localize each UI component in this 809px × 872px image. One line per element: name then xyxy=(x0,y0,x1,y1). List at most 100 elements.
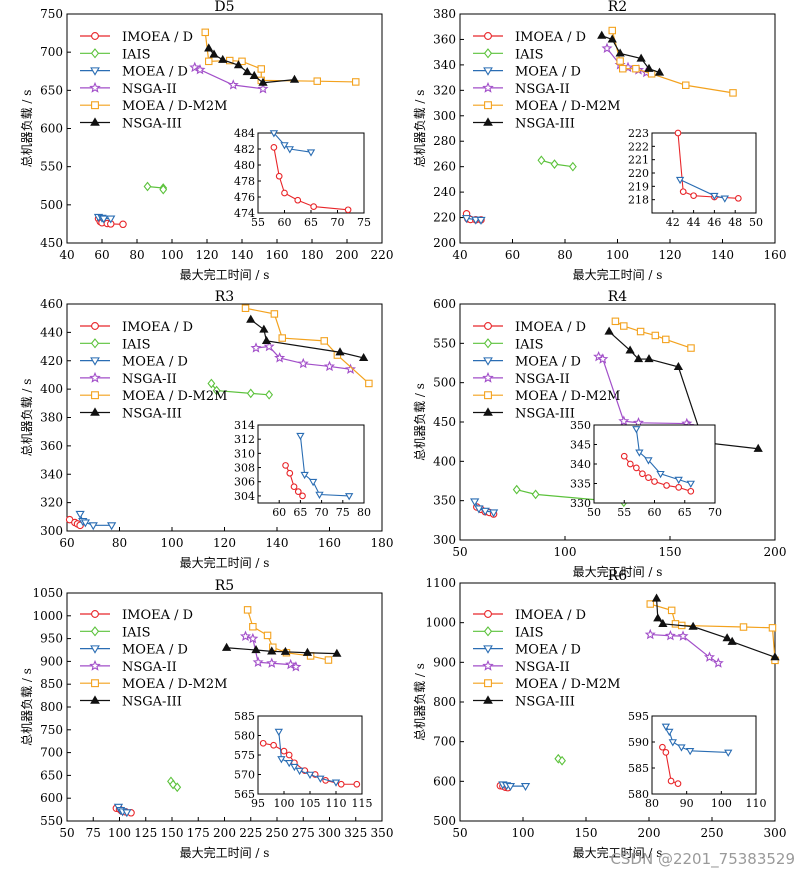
data-point xyxy=(159,184,168,195)
inset-data-point xyxy=(294,488,302,496)
legend-label: MOEA / D-M2M xyxy=(515,677,620,692)
inset-data-point xyxy=(720,195,729,203)
legend-label: MOEA / D-M2M xyxy=(122,389,227,404)
inset-data-point xyxy=(353,780,361,788)
data-point xyxy=(644,354,654,363)
x-tick-label: 100 xyxy=(161,248,184,262)
y-tick-label: 600 xyxy=(433,297,456,311)
x-tick-label: 300 xyxy=(318,826,341,840)
legend-label: IMOEA / D xyxy=(515,320,586,335)
inset-y-tick-label: 220 xyxy=(628,167,649,180)
x-axis-label: 最大完工时间 / s xyxy=(573,564,663,579)
inset-data-point xyxy=(269,130,279,138)
x-tick-label: 160 xyxy=(266,248,289,262)
legend-label: NSGA-III xyxy=(515,695,575,710)
series-nsga-iii xyxy=(597,30,665,76)
legend-label: NSGA-III xyxy=(122,695,182,710)
data-point xyxy=(568,161,577,172)
legend-item-imoea-d: IMOEA / D xyxy=(473,320,586,335)
inset-data-point xyxy=(667,777,675,785)
inset-frame xyxy=(651,132,757,214)
y-tick-label: 340 xyxy=(40,467,63,481)
legend-item-moea-d: MOEA / D xyxy=(80,355,188,370)
x-tick-label: 60 xyxy=(505,248,520,262)
inset-y-tick-label: 218 xyxy=(628,194,649,207)
inset-zoom: 55 60 65 70 75 474 476 478 480 482 484 xyxy=(234,127,371,229)
y-axis-label: 总机器负载 / s xyxy=(413,663,427,741)
data-point xyxy=(88,522,98,531)
legend-item-moea-d-m2m: MOEA / D-M2M xyxy=(473,677,620,692)
data-point xyxy=(240,630,251,641)
inset-y-tick-label: 580 xyxy=(234,730,255,743)
legend-label: IAIS xyxy=(515,625,544,640)
x-tick-label: 75 xyxy=(86,826,101,840)
inset-data-point xyxy=(299,492,306,500)
inset-x-tick-label: 70 xyxy=(708,506,722,519)
legend-label: IAIS xyxy=(122,625,151,640)
y-tick-label: 650 xyxy=(40,768,63,782)
inset-x-tick-label: 44 xyxy=(687,216,701,229)
data-point xyxy=(250,342,262,353)
data-point xyxy=(205,57,213,66)
x-tick-label: 200 xyxy=(764,545,787,559)
legend-marker xyxy=(91,679,99,688)
y-tick-label: 350 xyxy=(433,494,456,508)
series-nsga-iii xyxy=(204,43,300,86)
y-tick-label: 550 xyxy=(433,336,456,350)
series-iais xyxy=(143,181,168,195)
data-point xyxy=(122,809,132,818)
inset-y-tick-label: 222 xyxy=(628,140,649,153)
legend-item-nsga-iii: NSGA-III xyxy=(80,695,182,710)
legend-marker xyxy=(484,610,492,618)
y-axis-label: 总机器负载 / s xyxy=(413,90,427,168)
inset-x-tick-label: 60 xyxy=(272,506,286,519)
inset-y-tick-label: 590 xyxy=(628,736,649,749)
inset-series-moea-d xyxy=(296,432,354,501)
y-tick-label: 600 xyxy=(433,774,456,788)
panels-container: D5 40 60 80 100 120 140 160 180 200 220 450 500 550 60… xyxy=(20,0,786,860)
data-point xyxy=(476,216,486,225)
legend-label: IMOEA / D xyxy=(515,30,586,45)
legend-marker xyxy=(483,626,493,637)
y-tick-label: 900 xyxy=(40,654,63,668)
inset-y-tick-label: 480 xyxy=(234,159,255,172)
data-point xyxy=(688,621,698,630)
x-tick-label: 200 xyxy=(336,248,359,262)
data-point xyxy=(687,344,695,352)
data-point xyxy=(143,181,152,192)
legend-label: NSGA-III xyxy=(515,407,575,422)
data-point xyxy=(681,81,690,89)
inset-data-point xyxy=(687,487,695,495)
inset-zoom: 95 100 105 110 115 565 570 575 580 585 xyxy=(234,710,373,810)
inset-data-point xyxy=(281,189,288,197)
legend: IMOEA / D IAIS MOEA / D NSGA-II MOEA / D-M2M… xyxy=(80,320,227,422)
y-tick-label: 400 xyxy=(433,454,456,468)
data-point xyxy=(667,606,676,615)
data-point xyxy=(488,509,499,518)
data-point xyxy=(204,43,214,52)
legend-item-nsga-iii: NSGA-III xyxy=(80,407,182,422)
y-tick-label: 800 xyxy=(40,700,63,714)
legend-item-iais: IAIS xyxy=(473,625,544,640)
x-tick-label: 225 xyxy=(239,826,262,840)
data-point xyxy=(261,335,272,344)
x-tick-label: 60 xyxy=(94,248,109,262)
data-point xyxy=(727,636,737,645)
y-tick-label: 500 xyxy=(433,814,456,828)
y-tick-label: 380 xyxy=(433,7,456,21)
x-tick-label: 120 xyxy=(213,536,236,550)
data-point xyxy=(274,352,286,363)
data-point xyxy=(636,327,645,336)
inset-y-tick-label: 219 xyxy=(628,180,649,193)
x-tick-label: 80 xyxy=(112,536,127,550)
inset-data-point xyxy=(685,748,695,756)
legend-item-moea-d-m2m: MOEA / D-M2M xyxy=(80,677,227,692)
series-line xyxy=(245,307,370,384)
legend-item-iais: IAIS xyxy=(80,337,151,352)
chart-title: R2 xyxy=(608,0,627,15)
x-axis-label: 最大完工时间 / s xyxy=(180,555,270,570)
y-tick-label: 240 xyxy=(433,185,456,199)
legend-label: IMOEA / D xyxy=(122,608,193,623)
inset-series-imoea-d xyxy=(282,462,306,500)
y-tick-label: 360 xyxy=(433,32,456,46)
